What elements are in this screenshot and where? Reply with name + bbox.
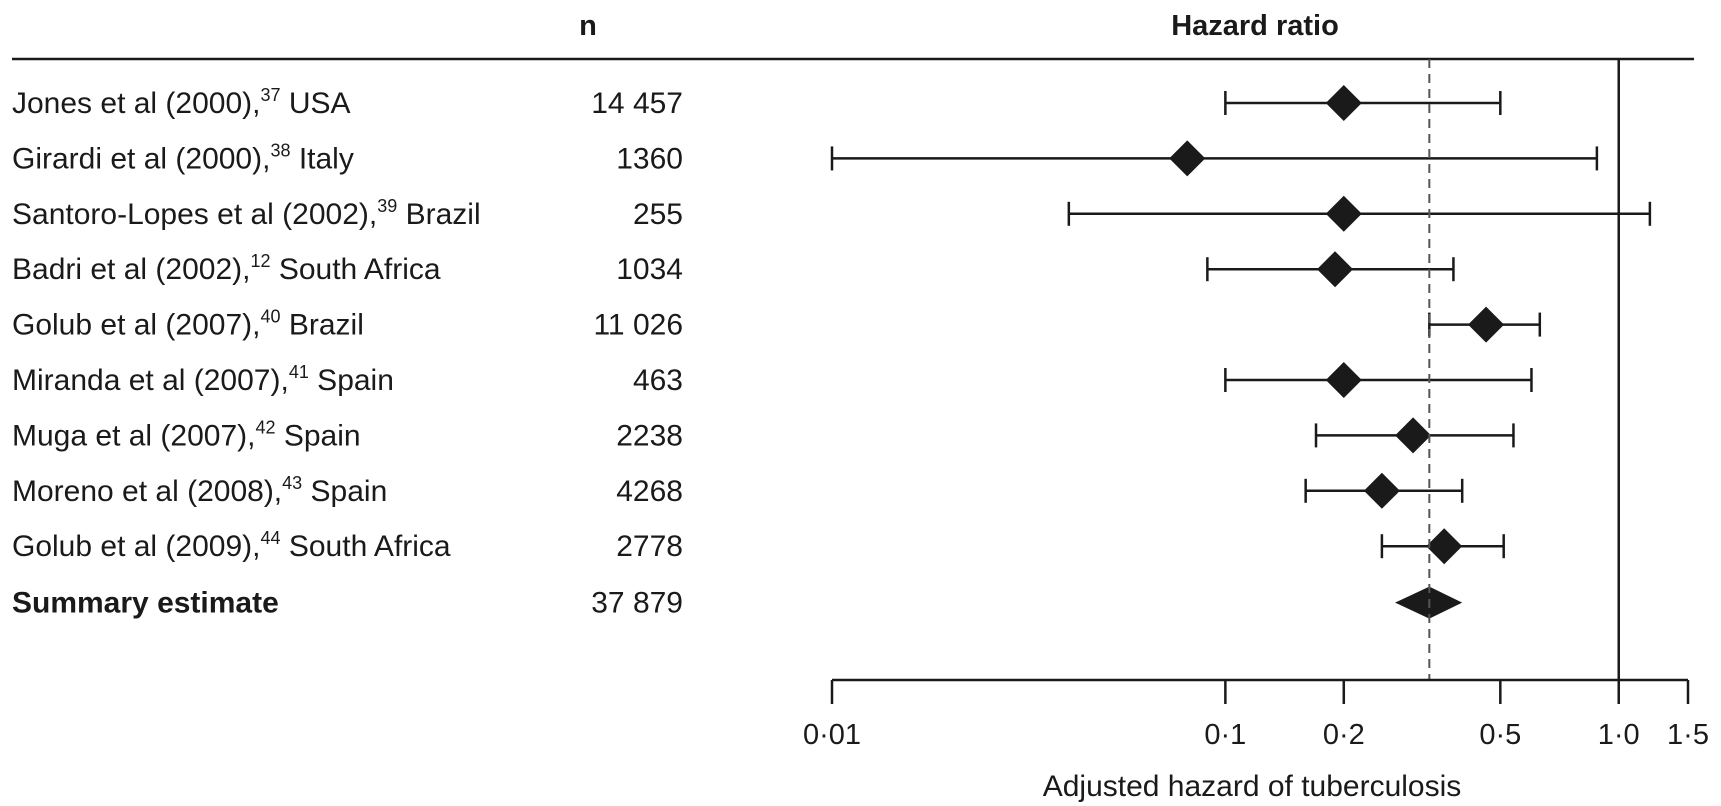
- n-column-header: n: [579, 10, 597, 42]
- study-row: Golub et al (2009),44 South Africa 2778: [12, 528, 1505, 565]
- study-country: Italy: [290, 142, 353, 175]
- study-country: Spain: [309, 364, 394, 397]
- study-label: Girardi et al (2000),38 Italy: [12, 140, 354, 175]
- point-estimate-marker: [1395, 417, 1432, 454]
- study-author: Girardi et al (2000),: [12, 142, 270, 175]
- study-n: 1034: [616, 253, 683, 286]
- study-reference: 41: [289, 362, 309, 382]
- study-label: Santoro-Lopes et al (2002),39 Brazil: [12, 196, 481, 231]
- study-n: 463: [633, 364, 683, 397]
- point-estimate-marker: [1317, 251, 1354, 288]
- point-estimate-marker: [1426, 528, 1463, 565]
- study-row: Jones et al (2000),37 USA 14 457: [12, 85, 1502, 121]
- study-author: Moreno et al (2008),: [12, 475, 282, 508]
- study-rows: Jones et al (2000),37 USA 14 457 Girardi e…: [12, 85, 1652, 620]
- study-country: Spain: [302, 475, 387, 508]
- study-author: Jones et al (2000),: [12, 87, 260, 120]
- study-country: Brazil: [281, 309, 364, 342]
- summary-n: 37 879: [591, 587, 683, 620]
- study-author: Santoro-Lopes et al (2002),: [12, 198, 377, 231]
- study-reference: 38: [270, 140, 290, 160]
- study-country: Spain: [276, 419, 361, 452]
- study-row: Badri et al (2002),12 South Africa 1034: [12, 251, 1455, 288]
- point-estimate-marker: [1325, 362, 1362, 398]
- study-label: Muga et al (2007),42 Spain: [12, 417, 361, 452]
- study-n: 14 457: [591, 87, 683, 120]
- point-estimate-marker: [1325, 195, 1362, 232]
- study-author: Golub et al (2009),: [12, 530, 260, 563]
- x-tick-label: 0·5: [1479, 719, 1521, 751]
- point-estimate-marker: [1169, 140, 1206, 177]
- study-reference: 37: [260, 85, 280, 105]
- summary-row: Summary estimate 37 879: [12, 586, 1463, 620]
- point-estimate-marker: [1325, 85, 1362, 121]
- study-label: Golub et al (2009),44 South Africa: [12, 528, 451, 563]
- summary-label: Summary estimate: [12, 587, 279, 620]
- study-author: Badri et al (2002),: [12, 253, 250, 286]
- study-author: Golub et al (2007),: [12, 309, 260, 342]
- study-row: Muga et al (2007),42 Spain 2238: [12, 417, 1515, 454]
- study-row: Moreno et al (2008),43 Spain 4268: [12, 472, 1464, 509]
- study-row: Golub et al (2007),40 Brazil 11 026: [12, 306, 1542, 343]
- study-n: 255: [633, 198, 683, 231]
- study-reference: 39: [377, 196, 397, 216]
- x-tick-label: 1·5: [1667, 719, 1709, 751]
- study-label: Moreno et al (2008),43 Spain: [12, 473, 387, 508]
- study-country: Brazil: [397, 198, 480, 231]
- study-reference: 42: [255, 417, 275, 437]
- study-row: Girardi et al (2000),38 Italy 1360: [12, 140, 1599, 177]
- point-estimate-marker: [1468, 306, 1505, 343]
- study-n: 11 026: [593, 309, 683, 342]
- study-reference: 43: [282, 473, 302, 493]
- x-tick-label: 0·2: [1323, 719, 1365, 751]
- study-label: Golub et al (2007),40 Brazil: [12, 307, 364, 342]
- study-country: South Africa: [271, 253, 441, 286]
- study-label: Badri et al (2002),12 South Africa: [12, 251, 441, 286]
- x-tick-label: 1·0: [1598, 719, 1640, 751]
- hazard-ratio-column-header: Hazard ratio: [1171, 10, 1339, 42]
- study-row: Miranda et al (2007),41 Spain 463: [12, 362, 1533, 398]
- point-estimate-marker: [1363, 472, 1400, 509]
- study-reference: 40: [260, 307, 280, 327]
- study-reference: 12: [250, 251, 270, 271]
- study-author: Muga et al (2007),: [12, 419, 255, 452]
- study-n: 2778: [616, 530, 683, 563]
- study-n: 2238: [616, 419, 683, 452]
- study-country: USA: [281, 87, 351, 120]
- x-tick-label: 0·01: [803, 719, 861, 751]
- x-axis-label: Adjusted hazard of tuberculosis: [1043, 770, 1462, 803]
- study-author: Miranda et al (2007),: [12, 364, 289, 397]
- study-n: 1360: [616, 142, 683, 175]
- x-axis-ticks: 0·01 0·1 0·2 0·5 1·0 1·5: [803, 680, 1709, 751]
- study-label: Miranda et al (2007),41 Spain: [12, 362, 394, 397]
- study-label: Jones et al (2000),37 USA: [12, 85, 351, 120]
- study-country: South Africa: [281, 530, 451, 563]
- study-reference: 44: [260, 528, 280, 548]
- x-tick-label: 0·1: [1204, 719, 1246, 751]
- study-n: 4268: [616, 475, 683, 508]
- study-row: Santoro-Lopes et al (2002),39 Brazil 255: [12, 195, 1652, 232]
